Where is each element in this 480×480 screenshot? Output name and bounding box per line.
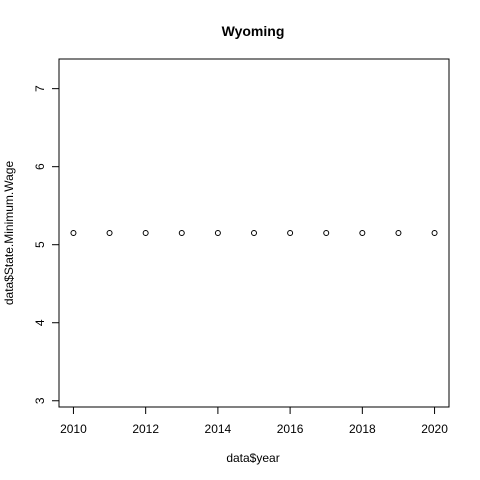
- data-point: [178, 230, 185, 236]
- data-point: [359, 230, 366, 236]
- data-points: [70, 230, 438, 236]
- y-tick-label: 3: [33, 397, 47, 404]
- x-axis-label: data$year: [226, 451, 279, 465]
- data-point: [214, 230, 221, 236]
- y-tick-label: 6: [33, 163, 47, 170]
- x-tick-label: 2018: [349, 422, 376, 436]
- chart-title: Wyoming: [222, 23, 285, 39]
- data-point: [106, 230, 113, 236]
- data-point: [323, 230, 330, 236]
- data-point: [287, 230, 294, 236]
- y-axis-label: data$State.Minimum.Wage: [2, 161, 16, 306]
- data-point: [251, 230, 257, 236]
- y-tick-label: 7: [33, 85, 47, 92]
- plot-frame: [58, 58, 450, 408]
- x-axis: 2010 2012 2014 2016 2018 2020: [60, 406, 448, 436]
- x-tick-label: 2010: [60, 422, 87, 436]
- y-tick-label: 4: [33, 319, 47, 326]
- data-point: [395, 230, 402, 236]
- x-tick-label: 2014: [205, 422, 232, 436]
- data-point: [142, 230, 149, 236]
- x-tick-label: 2016: [277, 422, 304, 436]
- x-tick-label: 2012: [132, 422, 159, 436]
- data-point: [70, 230, 77, 236]
- y-axis: 3 4 5 6 7: [33, 85, 60, 404]
- y-tick-label: 5: [33, 241, 47, 248]
- x-tick-label: 2020: [421, 422, 448, 436]
- data-point: [431, 230, 438, 236]
